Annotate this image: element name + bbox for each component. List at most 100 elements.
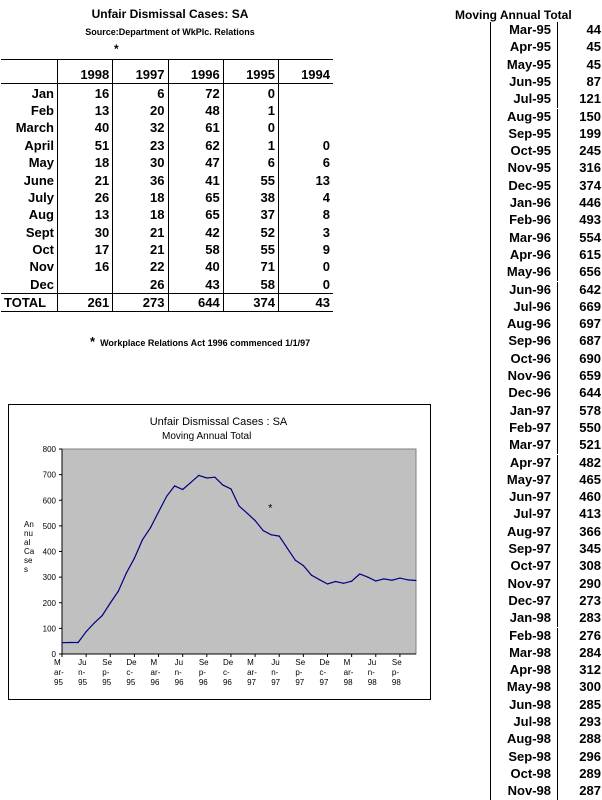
column-divider <box>557 644 558 663</box>
mat-value: 659 <box>579 368 601 383</box>
cell-value: 21 <box>112 223 168 241</box>
data-point <box>61 642 63 644</box>
cell-value <box>278 83 333 102</box>
cell-value: 55 <box>222 171 279 189</box>
cell-value: 0 <box>222 119 279 137</box>
data-point <box>278 535 280 537</box>
mat-date: Aug-97 <box>506 523 551 539</box>
column-divider <box>557 333 558 351</box>
x-tick-label-part: 96 <box>151 678 160 687</box>
cell-value: 0 <box>222 83 279 102</box>
cell-value: 38 <box>222 188 279 207</box>
mat-value: 245 <box>579 143 601 159</box>
data-point <box>93 622 95 624</box>
cell-value: 71 <box>222 258 279 276</box>
mat-value: 644 <box>579 385 601 401</box>
total-value: 43 <box>278 293 333 313</box>
mat-value: 413 <box>579 506 601 522</box>
cell-value: 42 <box>167 223 224 241</box>
table-title: Unfair Dismissal Cases: SA <box>91 7 249 21</box>
cell-value: 23 <box>112 136 168 154</box>
table-row: Nov 16 22 40 71 0 <box>1 258 333 276</box>
mat-date: Sep-95 <box>508 125 551 141</box>
cell-value <box>278 101 333 120</box>
table-row: June 21 36 41 55 13 <box>1 171 333 189</box>
table-row: March 40 32 61 0 <box>1 119 333 137</box>
mat-value: 578 <box>579 402 601 418</box>
month-label: Nov <box>29 259 54 275</box>
data-point <box>375 580 377 582</box>
column-divider <box>557 402 558 420</box>
table-row: Jan 16 6 72 0 <box>1 83 333 102</box>
cell-value: 13 <box>56 101 113 120</box>
mat-date: Nov-96 <box>507 368 551 383</box>
total-value: 374 <box>222 293 279 313</box>
cell-value: 17 <box>56 240 113 259</box>
y-tick-label: 100 <box>43 624 57 633</box>
column-divider <box>557 679 558 697</box>
cell-value: 3 <box>278 223 333 241</box>
column-divider <box>557 246 558 265</box>
column-divider <box>557 160 558 178</box>
cell-value: 43 <box>167 275 224 294</box>
cell-value <box>278 119 333 137</box>
total-value: 273 <box>112 293 168 313</box>
x-tick-label: Ju n-95 <box>78 658 87 687</box>
mat-date: Jun-95 <box>509 73 551 89</box>
data-point <box>391 579 393 581</box>
mat-title: Moving Annual Total <box>455 8 572 22</box>
mat-date: Aug-98 <box>506 731 551 747</box>
data-point <box>174 485 176 487</box>
data-point <box>133 557 136 559</box>
column-divider <box>557 541 558 559</box>
y-axis-label: An nu al Ca se s <box>24 520 38 574</box>
cell-value: 18 <box>112 206 168 224</box>
data-point <box>254 519 256 522</box>
cell-value: 16 <box>56 83 113 102</box>
month-label: Oct <box>32 242 54 258</box>
mat-date: Jul-98 <box>513 714 551 729</box>
cell-value: 62 <box>167 136 224 154</box>
x-tick-label-part: p- <box>295 668 302 677</box>
mat-row: Jun-95 87 <box>491 73 602 92</box>
year-header-row: 1998 1997 1996 1995 1994 <box>1 58 333 85</box>
x-tick-label-part: ar- <box>344 668 354 677</box>
mat-value: 44 <box>586 22 601 37</box>
cell-value: 58 <box>167 240 224 259</box>
mat-value: 374 <box>579 177 601 193</box>
mat-value: 482 <box>579 454 601 470</box>
data-point <box>246 512 248 514</box>
monthly-cases-table: 1998 1997 1996 1995 1994 Jan 16 6 72 0 Feb 13 2… <box>1 58 333 313</box>
column-divider <box>557 143 558 161</box>
mat-date: May-95 <box>506 56 551 72</box>
mat-date: Sep-97 <box>508 541 551 556</box>
x-tick-label-part: n- <box>175 668 182 677</box>
cell-value: 6 <box>222 153 279 172</box>
x-tick-label-part: c- <box>126 668 133 677</box>
mat-row: Oct-98 289 <box>491 765 602 784</box>
mat-date: Apr-97 <box>509 454 551 470</box>
mat-value: 460 <box>579 489 601 505</box>
data-point <box>165 495 168 498</box>
mat-date: Jul-95 <box>513 91 551 107</box>
data-point <box>222 484 224 486</box>
mat-value: 296 <box>579 748 601 764</box>
mat-row: Aug-96 697 <box>491 316 602 334</box>
table-source: Source:Department of WkPlc. Relations <box>85 27 255 37</box>
column-divider <box>557 177 558 195</box>
x-tick-label-part: M <box>344 658 351 667</box>
x-tick-label-part: ar- <box>247 668 257 677</box>
chart-title: Unfair Dismissal Cases : SA <box>149 416 288 428</box>
mat-date: Aug-95 <box>506 108 551 124</box>
data-point <box>359 573 361 575</box>
mat-row: Mar-96 554 <box>491 229 602 247</box>
x-tick-label-part: M <box>247 658 254 667</box>
data-point <box>415 579 417 582</box>
column-divider <box>557 454 558 472</box>
mat-value: 45 <box>586 39 601 55</box>
mat-date: Dec-95 <box>508 177 551 193</box>
cell-value: 26 <box>112 275 168 294</box>
mat-date: Sep-96 <box>508 333 551 349</box>
